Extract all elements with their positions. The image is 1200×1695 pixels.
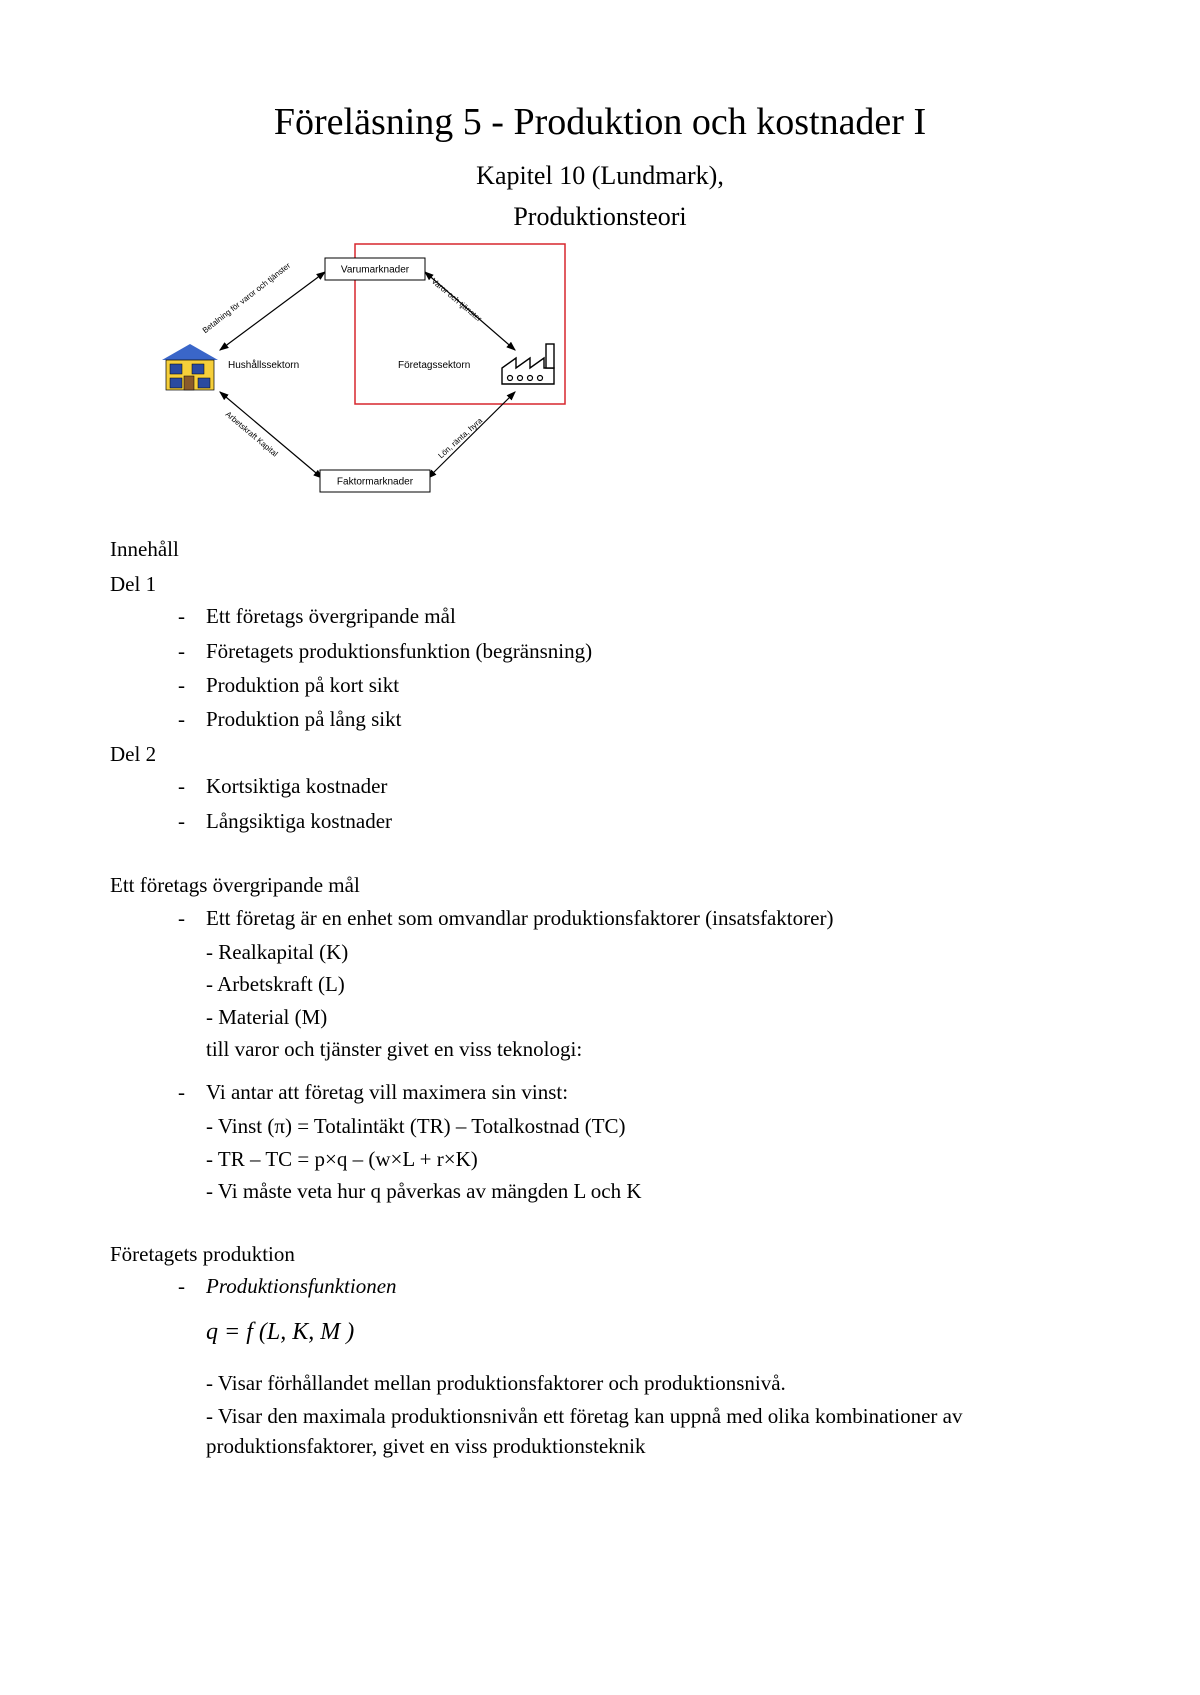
del1-list: Ett företags övergripande mål Företagets… (110, 601, 1090, 735)
sub-item: - Visar förhållandet mellan produktionsf… (110, 1368, 1090, 1398)
list-item: Ett företag är en enhet som omvandlar pr… (178, 903, 1090, 933)
sub-item: - Visar den maximala produktionsnivån et… (110, 1401, 1090, 1462)
sub-item: - Material (M) (110, 1002, 1090, 1032)
mal-list-2: Vi antar att företag vill maximera sin v… (110, 1077, 1090, 1107)
svg-text:Varor och tjänster: Varor och tjänster (430, 277, 484, 324)
svg-text:Företagssektorn: Företagssektorn (398, 360, 470, 371)
list-item: Ett företags övergripande mål (178, 601, 1090, 631)
list-item: Kortsiktiga kostnader (178, 771, 1090, 801)
prod-list: Produktionsfunktionen (110, 1271, 1090, 1301)
innehall-heading: Innehåll (110, 534, 1090, 564)
sub-item: - Realkapital (K) (110, 937, 1090, 967)
del2-label: Del 2 (110, 739, 1090, 769)
production-function-formula: q = f (L, K, M ) (110, 1315, 1090, 1350)
mal-list: Ett företag är en enhet som omvandlar pr… (110, 903, 1090, 933)
list-item: Långsiktiga kostnader (178, 806, 1090, 836)
svg-text:Varumarknader: Varumarknader (341, 265, 410, 276)
list-item: Företagets produktionsfunktion (begränsn… (178, 636, 1090, 666)
section-mal-heading: Ett företags övergripande mål (110, 870, 1090, 900)
sub-item: - Arbetskraft (L) (110, 969, 1090, 999)
section-prod-heading: Företagets produktion (110, 1239, 1090, 1269)
svg-text:Betalning för varor och tjänst: Betalning för varor och tjänster (201, 261, 293, 335)
del1-label: Del 1 (110, 569, 1090, 599)
sub-item: till varor och tjänster givet en viss te… (110, 1034, 1090, 1064)
subtitle-line-1: Kapitel 10 (Lundmark), (110, 158, 1090, 193)
svg-text:Arbetskraft Kapital: Arbetskraft Kapital (224, 410, 280, 459)
list-item: Produktion på kort sikt (178, 670, 1090, 700)
svg-text:Faktormarknader: Faktormarknader (337, 477, 414, 488)
subtitle-line-2: Produktionsteori (110, 199, 1090, 234)
list-item: Produktion på lång sikt (178, 704, 1090, 734)
page-title: Föreläsning 5 - Produktion och kostnader… (110, 100, 1090, 144)
circular-flow-diagram: Betalning för varor och tjänster Varor oc… (150, 240, 1090, 510)
del2-list: Kortsiktiga kostnader Långsiktiga kostna… (110, 771, 1090, 836)
list-item: Produktionsfunktionen (178, 1271, 1090, 1301)
svg-text:Hushållssektorn: Hushållssektorn (228, 359, 299, 371)
list-item: Vi antar att företag vill maximera sin v… (178, 1077, 1090, 1107)
sub-item: - TR – TC = p×q – (w×L + r×K) (110, 1144, 1090, 1174)
sub-item: - Vinst (π) = Totalintäkt (TR) – Totalko… (110, 1111, 1090, 1141)
svg-text:Lön, ränta, hyra: Lön, ränta, hyra (436, 416, 484, 461)
sub-item: - Vi måste veta hur q påverkas av mängde… (110, 1176, 1090, 1206)
